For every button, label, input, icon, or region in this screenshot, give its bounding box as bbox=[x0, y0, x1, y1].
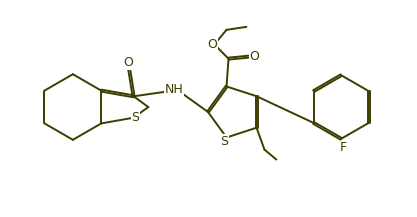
Text: O: O bbox=[208, 38, 218, 51]
Text: O: O bbox=[249, 50, 259, 63]
Text: O: O bbox=[124, 56, 133, 69]
Text: S: S bbox=[131, 111, 140, 124]
Text: S: S bbox=[221, 135, 229, 148]
Text: F: F bbox=[339, 141, 347, 154]
Text: NH: NH bbox=[165, 83, 183, 96]
